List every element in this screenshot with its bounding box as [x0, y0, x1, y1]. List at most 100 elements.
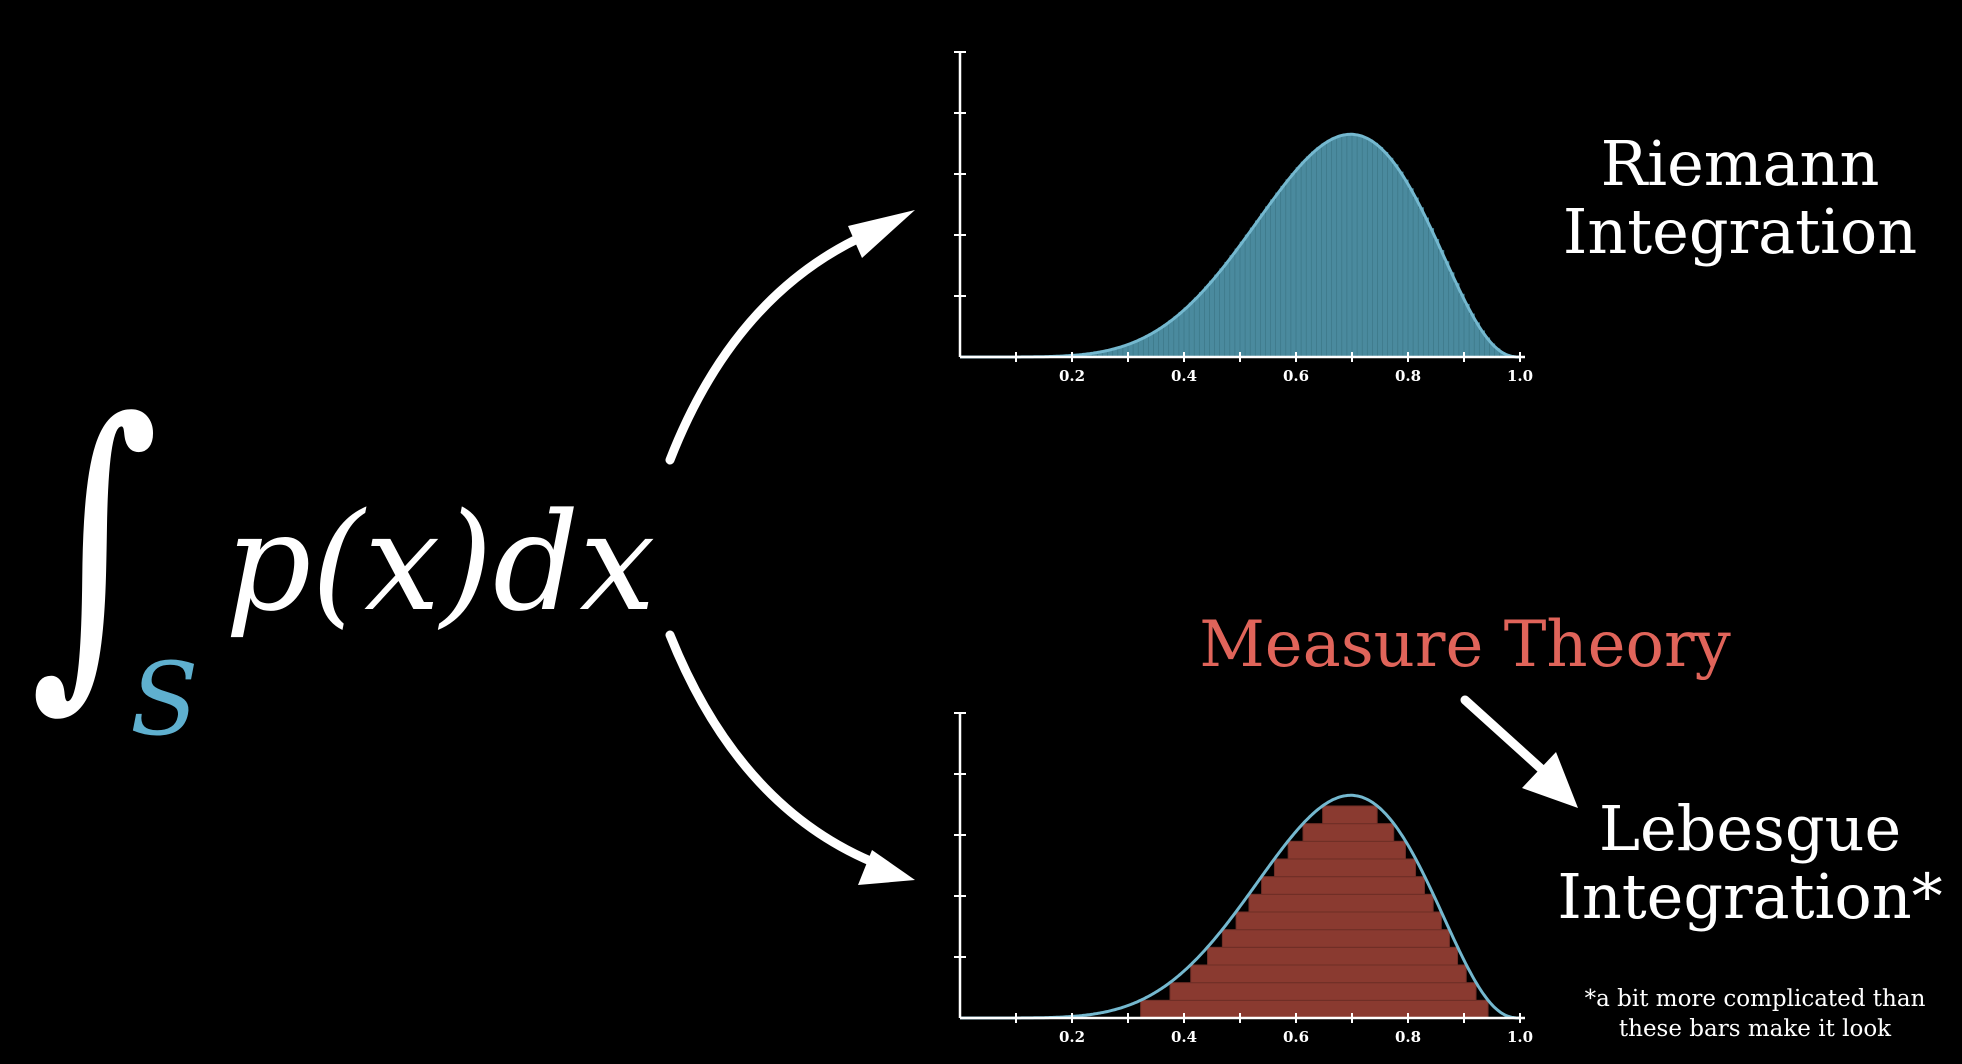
riemann-bar: [1137, 338, 1144, 358]
riemann-bar: [1270, 199, 1277, 358]
lebesgue-label-line1: Lebesgue: [1598, 792, 1902, 865]
riemann-bar: [1463, 303, 1470, 358]
riemann-bar: [1402, 179, 1409, 358]
x-tick-label: 0.2: [1059, 367, 1085, 385]
riemann-bar: [1275, 192, 1282, 358]
x-tick-label: 0.4: [1171, 367, 1197, 385]
riemann-bar: [1336, 135, 1343, 358]
arrow-to-riemann: [665, 220, 895, 465]
riemann-bar: [1382, 152, 1389, 358]
lebesgue-chart: 0.2 0.4 0.6 0.8 1.0: [954, 712, 1533, 1046]
x-tick-label: 0.6: [1283, 1028, 1309, 1046]
x-tick-label: 0.8: [1395, 367, 1421, 385]
lebesgue-band: [1140, 999, 1489, 1019]
riemann-bar: [1153, 330, 1160, 358]
riemann-bar: [1448, 272, 1455, 358]
riemann-bar: [1224, 261, 1231, 358]
riemann-bar: [1387, 157, 1394, 358]
x-tick-label: 1.0: [1507, 1028, 1533, 1046]
riemann-label: Riemann Integration: [1540, 127, 1940, 269]
riemann-bar: [1229, 255, 1236, 358]
x-tick-label: 0.8: [1395, 1028, 1421, 1046]
riemann-bar: [1321, 143, 1328, 358]
riemann-bar: [1428, 228, 1435, 358]
riemann-bar: [1249, 227, 1256, 358]
riemann-bar: [1295, 167, 1302, 358]
footnote: *a bit more complicated than these bars …: [1555, 985, 1955, 1045]
measure-theory-arrow: [1460, 695, 1553, 780]
lebesgue-band: [1261, 876, 1426, 895]
riemann-bar: [1326, 140, 1333, 358]
lebesgue-label: Lebesgue Integration*: [1540, 792, 1960, 934]
riemann-bar: [1214, 274, 1221, 358]
riemann-bar: [1361, 136, 1368, 358]
footnote-line2: these bars make it look: [1618, 1015, 1892, 1042]
integrand: p(x)dx: [225, 484, 656, 641]
riemann-bar: [1351, 134, 1358, 358]
x-tick-label: 1.0: [1507, 367, 1533, 385]
integral-subscript: S: [130, 641, 199, 758]
riemann-bar: [1407, 188, 1414, 358]
riemann-bar: [1198, 292, 1205, 358]
riemann-bar: [1300, 161, 1307, 358]
riemann-bar: [1366, 139, 1373, 358]
riemann-bar: [1163, 324, 1170, 358]
riemann-bar: [1377, 147, 1384, 358]
riemann-bar: [1280, 185, 1287, 358]
riemann-bar: [1142, 336, 1149, 358]
arrow-to-lebesgue: [665, 630, 885, 870]
riemann-bar: [1183, 307, 1190, 358]
riemann-bar: [1356, 135, 1363, 358]
riemann-bar: [1148, 333, 1155, 358]
riemann-bar: [1265, 206, 1272, 358]
riemann-label-line1: Riemann: [1600, 127, 1880, 200]
riemann-bar: [1285, 179, 1292, 358]
lebesgue-band: [1273, 858, 1417, 878]
arrow-to-lebesgue-head: [858, 850, 915, 885]
riemann-bar: [1234, 248, 1241, 358]
lebesgue-band: [1287, 840, 1406, 860]
x-tick-label: 0.6: [1283, 367, 1309, 385]
riemann-bar: [1316, 147, 1323, 358]
riemann-bar: [1178, 311, 1185, 358]
riemann-bar: [1244, 234, 1251, 358]
lebesgue-label-line2: Integration*: [1557, 860, 1943, 934]
lebesgue-band: [1190, 964, 1467, 984]
lebesgue-band: [1207, 946, 1459, 966]
riemann-bar: [1433, 238, 1440, 358]
lebesgue-band: [1248, 893, 1434, 913]
riemann-chart: 0.2 0.4 0.6 0.8 1.0: [954, 51, 1533, 385]
riemann-bar: [1254, 220, 1261, 358]
riemann-bar: [1397, 171, 1404, 358]
lebesgue-band: [1169, 982, 1477, 1001]
lebesgue-band: [1235, 911, 1442, 931]
riemann-bar: [1392, 164, 1399, 358]
riemann-label-line2: Integration: [1562, 195, 1918, 269]
x-tick-label: 0.4: [1171, 1028, 1197, 1046]
riemann-bar: [1341, 134, 1348, 358]
riemann-bar: [1219, 268, 1226, 358]
riemann-bar: [1443, 261, 1450, 358]
riemann-bar: [1209, 280, 1216, 358]
arrow-to-riemann-head: [848, 210, 915, 258]
riemann-bar: [1412, 197, 1419, 358]
riemann-bar: [1193, 297, 1200, 358]
footnote-line1: *a bit more complicated than: [1584, 986, 1926, 1012]
riemann-bar: [1158, 327, 1165, 358]
measure-theory-label: Measure Theory: [1199, 608, 1731, 682]
riemann-bar: [1422, 217, 1429, 358]
riemann-bar: [1204, 286, 1211, 358]
riemann-bar: [1453, 283, 1460, 358]
riemann-bar: [1310, 151, 1317, 358]
x-tick-label: 0.2: [1059, 1028, 1085, 1046]
riemann-bar: [1173, 316, 1180, 358]
riemann-bar: [1188, 302, 1195, 358]
lebesgue-band: [1221, 929, 1450, 948]
riemann-bar: [1346, 134, 1353, 358]
riemann-bar: [1372, 142, 1379, 358]
riemann-bar: [1305, 156, 1312, 358]
riemann-bar: [1168, 320, 1175, 358]
riemann-bar: [1458, 293, 1465, 358]
riemann-bar: [1417, 207, 1424, 358]
